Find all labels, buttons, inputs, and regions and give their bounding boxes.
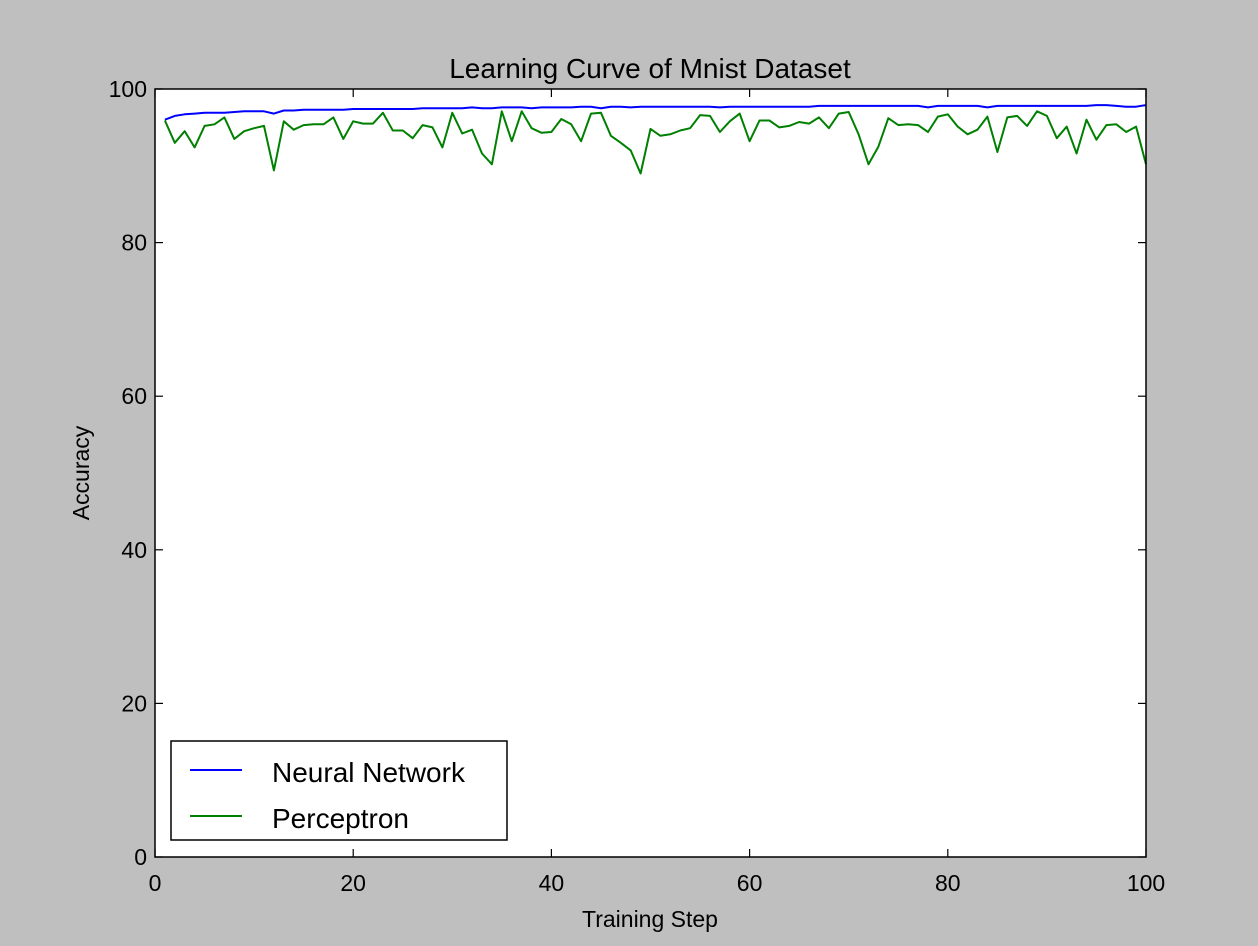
- series-line-perceptron: [163, 110, 1147, 175]
- chart-title: Learning Curve of Mnist Dataset: [449, 53, 851, 84]
- y-axis: 0 20 40 60 80 100: [109, 76, 1146, 870]
- y-tick-label: 80: [121, 230, 147, 256]
- x-tick-label: 100: [1127, 870, 1165, 896]
- y-tick-label: 40: [121, 537, 147, 563]
- y-tick-label: 60: [121, 383, 147, 409]
- legend-frame: [170, 740, 508, 841]
- x-axis: 0 20 40 60 80 100: [149, 89, 1165, 896]
- y-tick-label: 20: [121, 690, 147, 716]
- y-axis-label: Accuracy: [68, 425, 94, 520]
- y-tick-label: 0: [134, 844, 147, 870]
- y-tick-label: 100: [109, 76, 147, 102]
- legend-label-neural-network: Neural Network: [272, 757, 466, 788]
- plot-area: [155, 89, 1146, 857]
- x-tick-label: 20: [340, 870, 366, 896]
- x-tick-label: 80: [935, 870, 961, 896]
- series-line-neural-network: [164, 104, 1147, 121]
- x-tick-label: 0: [149, 870, 162, 896]
- x-tick-label: 40: [539, 870, 565, 896]
- plot-frame: [154, 88, 1147, 858]
- x-axis-label: Training Step: [582, 906, 718, 932]
- legend-label-perceptron: Perceptron: [272, 803, 409, 834]
- series-layer: [163, 104, 1147, 175]
- legend: Neural Network Perceptron: [170, 740, 508, 841]
- x-tick-label: 60: [737, 870, 763, 896]
